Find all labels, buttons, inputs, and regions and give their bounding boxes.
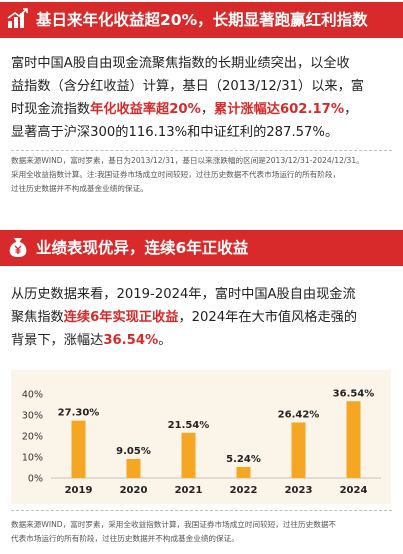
source-note-line: 采用全收益指数计算。注:我国证券市场成立时间较短，过往历史数据不代表市场运行的所… [11,170,341,179]
section2-title: 业绩表现优异，连续6年正收益 [36,239,249,257]
source-note-line: 代表市场运行的所有阶段，过往历史数据并不构成基金业绩的保证。 [11,534,239,543]
section1-para-text: ， [200,102,215,117]
data-label-2020: 9.05% [116,446,151,457]
bar-2020 [126,458,141,478]
section1-title: 基日来年化收益超20%，长期显著跑赢红利指数 [36,11,368,29]
section2-para-line: 从历史数据来看，2019-2024年，富时中国A股自由现金流 [11,283,395,306]
section1-para-text: ， [344,102,358,117]
section2-divider [11,510,392,511]
section2-source-note: 数据来源WIND，富时罗素，采用全收益指数计算，我国证券市场成立时间较短，过往历… [11,518,395,546]
section1-para-text: 益指数（含分红收益）计算，基日（2013/12/31）以来，富 [11,79,364,94]
section1-para-text: 时现金流指数 [11,102,91,117]
section2-para-text: 。 [158,333,172,348]
bar-2021 [181,432,196,478]
section1-para-line: 益指数（含分红收益）计算，基日（2013/12/31）以来，富 [11,75,395,98]
section2-para-highlight: 连续6年实现正收益 [63,310,179,325]
source-note-line: 数据来源WIND，富时罗素，基日为2013/12/31，基日以来涨跌幅的区间是2… [11,156,364,165]
section1-para-line: 时现金流指数年化收益率超20%，累计涨幅达602.17%， [11,98,395,121]
section2-para-text: 背景下，涨幅达 [11,333,104,348]
section1-para-line: 显著高于沪深300的116.13%和中证红利的287.57%。 [11,121,395,144]
data-label-2022: 5.24% [226,454,261,465]
x-tick-label-2021: 2021 [175,485,203,496]
y-tick-label: 10% [22,453,43,464]
section2-para-highlight: 36.54% [103,333,159,348]
section2-para-text: 从历史数据来看，2019-2024年，富时中国A股自由现金流 [11,287,356,302]
data-label-2024: 36.54% [333,388,375,399]
section1-para-text: 富时中国A股自由现金流聚焦指数的长期业绩突出，以全收 [11,56,350,71]
y-tick-label: 40% [22,390,43,401]
bar-2019 [71,420,86,478]
bar-2024 [346,401,361,478]
section2-paragraph: 从历史数据来看，2019-2024年，富时中国A股自由现金流 聚焦指数连续6年实现… [11,283,395,352]
x-tick-label-2022: 2022 [230,485,258,496]
x-tick-label-2024: 2024 [340,485,368,496]
yen-money-bag-icon [9,238,27,257]
x-tick-label-2020: 2020 [120,485,148,496]
section1-source-note: 数据来源WIND，富时罗素，基日为2013/12/31，基日以来涨跌幅的区间是2… [11,154,395,196]
section1-divider [11,150,392,151]
bar-chart-svg: 40% 30% 20% 10% 0% 27.30% 2019 9.05% 2020 21.54% 2… [22,388,381,496]
section1-paragraph: 富时中国A股自由现金流聚焦指数的长期业绩突出，以全收 益指数（含分红收益）计算，基… [11,52,395,144]
section2-para-line: 聚焦指数连续6年实现正收益，2024年在大市值风格走强的 [11,306,395,329]
section2-para-line: 背景下，涨幅达36.54%。 [11,329,395,352]
section1-para-highlight: 年化收益率超20% [90,102,201,117]
bar-2022 [236,466,251,478]
section2-para-text: ，2024年在大市值风格走强的 [178,310,358,325]
bar-2023 [291,422,306,478]
section1-para-text: 显著高于沪深300的116.13%和中证红利的287.57%。 [11,125,339,140]
section1-header: 基日来年化收益超20%，长期显著跑赢红利指数 [0,2,403,38]
section2-header: 业绩表现优异，连续6年正收益 [0,230,403,266]
source-note-line: 过往历史数据并不构成基金业绩的保证。 [11,184,148,193]
y-tick-label: 20% [22,432,43,443]
y-tick-label: 30% [22,411,43,422]
section1-para-highlight: 累计涨幅达602.17% [214,102,345,117]
bar-chart-icon [7,8,28,28]
x-tick-label-2019: 2019 [65,485,93,496]
section1-para-line: 富时中国A股自由现金流聚焦指数的长期业绩突出，以全收 [11,52,395,75]
data-label-2021: 21.54% [168,420,210,431]
annual-return-chart: 40% 30% 20% 10% 0% 27.30% 2019 9.05% 2020 21.54% 2… [11,370,391,504]
section2-para-text: 聚焦指数 [11,310,64,325]
x-tick-label-2023: 2023 [285,485,313,496]
data-label-2019: 27.30% [58,408,100,419]
source-note-line: 数据来源WIND，富时罗素，采用全收益指数计算，我国证券市场成立时间较短，过往历… [11,520,337,529]
y-tick-label: 0% [28,474,43,485]
data-label-2023: 26.42% [278,410,320,421]
